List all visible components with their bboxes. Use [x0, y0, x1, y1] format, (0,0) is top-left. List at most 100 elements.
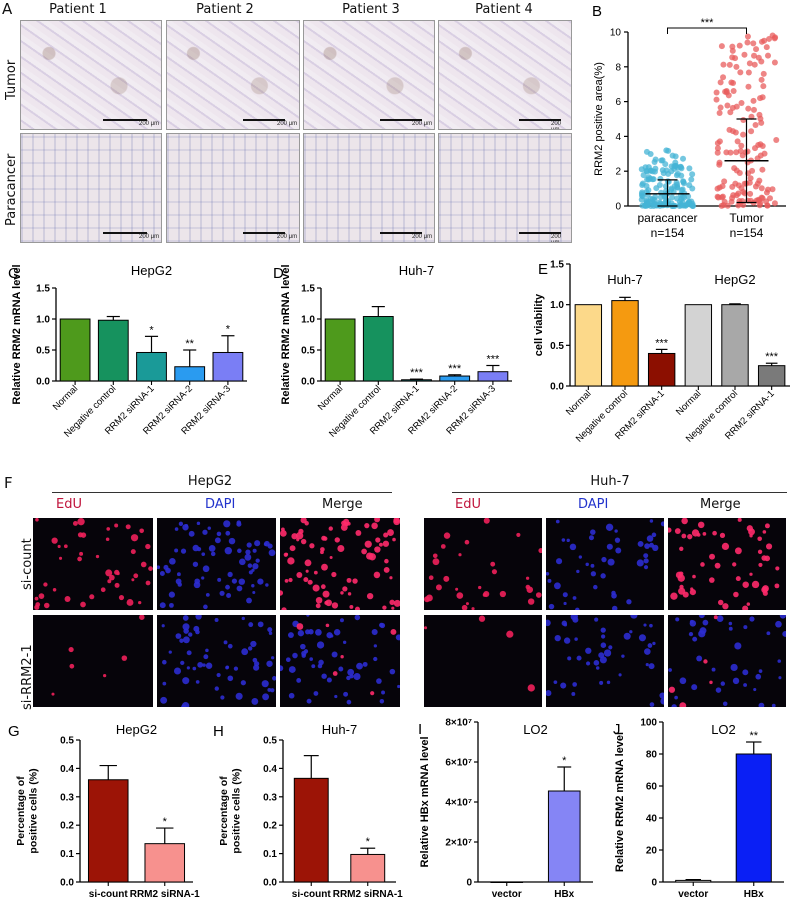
- data-point: [715, 194, 722, 201]
- significance-label: ***: [410, 367, 424, 379]
- data-point: [713, 96, 720, 103]
- micrograph-tumor-patient-3: 200 μm: [303, 20, 435, 130]
- data-point: [756, 197, 763, 204]
- data-point: [737, 148, 744, 155]
- y-tick-label: 1.5: [550, 260, 564, 271]
- significance-label: *: [366, 836, 371, 848]
- significance-label: *: [562, 755, 567, 767]
- y-tick-label: 20: [646, 846, 658, 857]
- data-point: [772, 34, 779, 41]
- y-tick-label: 10: [610, 28, 622, 39]
- group-rule-huh7: [452, 492, 787, 493]
- y-tick-label: 6×10⁷: [445, 758, 472, 769]
- y-tick-label: 4: [615, 132, 621, 143]
- x-tick-label: HBx: [554, 889, 574, 900]
- data-point: [718, 43, 725, 50]
- data-point: [671, 165, 678, 172]
- y-axis-label: Percentage ofpositive cells (%): [218, 768, 242, 853]
- y-tick-label: 0.2: [60, 821, 74, 832]
- data-point: [680, 202, 687, 209]
- y-tick-label: 1.5: [36, 284, 50, 295]
- data-point: [750, 97, 757, 104]
- chart-h-huh7-edu: H Huh-7 Percentage ofpositive cells (%) 0.0…: [213, 722, 403, 900]
- y-tick-label: 1.0: [550, 300, 564, 311]
- data-point: [744, 33, 751, 40]
- group-title-hepg2: HepG2: [187, 474, 233, 489]
- data-point: [735, 202, 742, 209]
- y-tick-label: 0.0: [550, 382, 564, 393]
- channel-label-edu-huh7: EdU: [455, 497, 481, 512]
- data-point: [661, 193, 668, 200]
- column-title-patient-2: Patient 2: [196, 2, 254, 17]
- data-point: [724, 202, 731, 209]
- data-point: [751, 52, 758, 59]
- data-point: [663, 147, 670, 154]
- y-tick-label: 0.0: [60, 878, 74, 889]
- y-tick-label: 0.5: [550, 341, 564, 352]
- fluorescence-huh7-edu-si-count: [424, 518, 542, 610]
- y-tick-label: 0.4: [263, 764, 277, 775]
- scale-label: 200 μm: [412, 234, 433, 240]
- panel-label-f: F: [4, 474, 13, 492]
- data-point: [726, 61, 733, 68]
- data-point: [716, 109, 723, 116]
- y-tick-label: 8: [615, 62, 621, 73]
- y-tick-label: 2: [615, 167, 621, 178]
- scale-label: 200 μm: [551, 121, 562, 130]
- x-tick-label: Normal: [564, 388, 593, 417]
- x-tick-label: Normal: [51, 383, 80, 412]
- data-point: [753, 46, 760, 53]
- significance-label: **: [185, 338, 194, 350]
- bar: [675, 879, 712, 883]
- data-point: [644, 176, 651, 183]
- data-point: [744, 148, 751, 155]
- data-point: [732, 180, 739, 187]
- data-point: [720, 61, 727, 68]
- data-point: [758, 76, 765, 83]
- data-point: [639, 182, 646, 189]
- y-axis-label: cell viability: [533, 293, 545, 356]
- data-point: [735, 190, 742, 197]
- x-tick-label: vector: [492, 889, 522, 900]
- data-point: [734, 138, 741, 145]
- x-tick-label: Normal: [316, 383, 345, 412]
- column-title-patient-1: Patient 1: [49, 2, 107, 17]
- data-point: [668, 185, 675, 192]
- micrograph-tumor-patient-1: 200 μm: [20, 20, 162, 130]
- bar: [401, 379, 432, 382]
- data-point: [758, 58, 765, 65]
- y-tick-label: 0.3: [60, 792, 74, 803]
- data-point: [729, 54, 736, 61]
- data-point: [754, 180, 761, 187]
- x-tick-label: Normal: [674, 388, 703, 417]
- data-point: [673, 172, 680, 179]
- panel-letter: C: [8, 265, 19, 282]
- y-tick-label: 0: [615, 202, 621, 213]
- panel-letter: H: [213, 723, 224, 740]
- channel-label-dapi-hepg2: DAPI: [205, 497, 236, 512]
- data-point: [724, 102, 731, 109]
- micrograph-paracancer-patient-4: 200 μm: [438, 133, 572, 243]
- bar: [212, 351, 244, 382]
- data-point: [752, 145, 759, 152]
- scale-label: 200 μm: [277, 121, 298, 127]
- y-axis-label: Relative RRM2 mRNA level: [11, 264, 23, 404]
- data-point: [733, 149, 740, 156]
- bar: [174, 366, 206, 382]
- significance-label: ***: [448, 363, 462, 375]
- chart-i-hbx: I LO2 Relative HBx mRNA level 0 2×10⁷ 4×10⁷ 6×…: [418, 718, 593, 900]
- data-point: [714, 145, 721, 152]
- x-tick-label: paracancer: [637, 211, 697, 225]
- data-point: [688, 176, 695, 183]
- y-tick-label: 2×10⁷: [445, 838, 472, 849]
- data-point: [740, 131, 747, 138]
- data-point: [760, 70, 767, 77]
- chart-title: Huh-7: [399, 263, 434, 278]
- data-point: [649, 168, 656, 175]
- data-point: [757, 95, 764, 102]
- y-tick-label: 60: [646, 782, 658, 793]
- y-tick-label: 1.0: [301, 315, 315, 326]
- data-point: [720, 74, 727, 81]
- data-point: [686, 182, 693, 189]
- data-point: [763, 189, 770, 196]
